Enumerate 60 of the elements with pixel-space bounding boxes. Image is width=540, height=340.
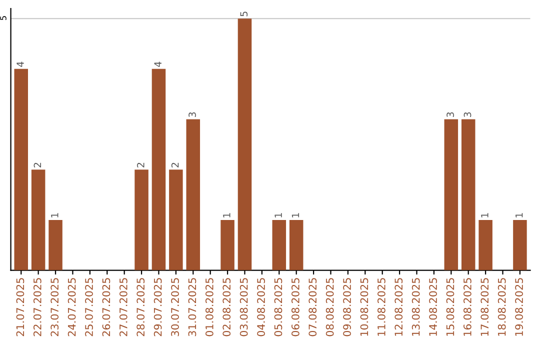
bar [31,170,46,270]
data-label: 1 [516,213,523,218]
x-tick-label: 03.08.2025 [240,278,248,336]
bar [289,220,304,270]
x-tick-label: 12.08.2025 [394,278,403,336]
data-label: 1 [274,213,282,218]
data-label: 4 [154,62,162,67]
x-tick-label: 28.07.2025 [136,278,145,336]
bar [272,220,286,270]
x-tick-label: 09.08.2025 [343,278,351,336]
x-tick-label: 15.08.2025 [446,278,454,336]
data-label: 1 [481,213,488,218]
x-tick-label: 22.07.2025 [33,278,42,336]
data-label: 2 [136,162,144,168]
data-label: 3 [188,112,196,118]
x-tick-label: 06.08.2025 [291,278,300,336]
bar [48,220,62,270]
x-tick-label: 24.07.2025 [68,278,76,336]
x-tick-label: 27.07.2025 [119,278,128,336]
x-tick-label: 11.08.2025 [377,278,386,336]
x-tick-label: 10.08.2025 [360,278,368,336]
bar [14,68,28,270]
x-tick-label: 01.08.2025 [205,278,214,336]
bar [444,119,458,270]
data-label: 2 [34,162,42,168]
x-tick-label: 02.08.2025 [222,278,231,336]
bar [134,170,148,270]
x-tick-label: 13.08.2025 [412,278,420,336]
bar [186,119,200,270]
bar [220,220,234,270]
x-tick-label: 29.07.2025 [154,278,162,336]
x-tick-label: 08.08.2025 [326,278,334,336]
x-tick-label: 07.08.2025 [308,278,317,336]
bar [513,220,527,270]
data-label: 1 [223,213,230,218]
x-tick-label: 30.07.2025 [171,278,179,336]
x-tick-label: 25.07.2025 [85,278,93,336]
bar [238,18,252,270]
data-label: 1 [51,213,58,218]
x-tick-label: 16.08.2025 [464,278,472,336]
x-tick-label: 04.08.2025 [257,278,265,336]
x-tick-label: 31.07.2025 [188,278,196,336]
data-label: 5 [240,12,248,16]
bar [152,68,166,270]
data-label: 3 [446,112,454,118]
bar [478,220,492,270]
x-tick-label: 21.07.2025 [16,278,24,336]
x-tick-label: 19.08.2025 [515,278,523,336]
x-tick-label: 17.08.2025 [480,278,489,336]
x-tick-label: 23.07.2025 [50,278,59,336]
data-label: 2 [171,162,179,168]
x-tick-label: 05.08.2025 [274,278,282,336]
data-label: 4 [16,62,24,67]
x-tick-label: 26.07.2025 [102,278,110,336]
bar [169,170,183,270]
x-tick-label: 14.08.2025 [429,278,437,336]
data-label: 3 [464,112,472,118]
data-label: 1 [292,213,300,218]
bar [461,119,476,270]
x-tick-label: 18.08.2025 [498,278,506,336]
